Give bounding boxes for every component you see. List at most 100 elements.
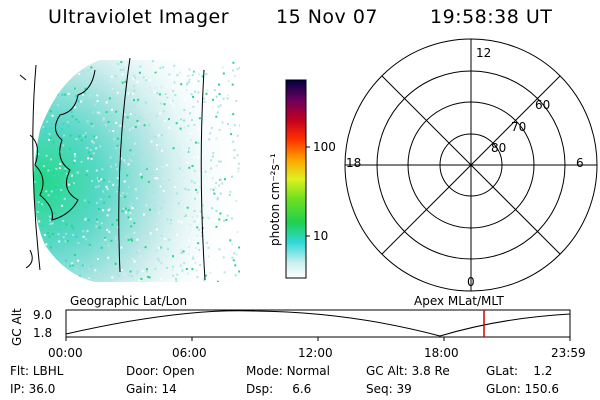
uv-pixel bbox=[46, 64, 49, 67]
uv-pixel bbox=[198, 248, 201, 251]
uv-pixel bbox=[197, 142, 200, 144]
uv-pixel bbox=[87, 157, 90, 160]
uv-pixel bbox=[127, 92, 130, 95]
uv-pixel bbox=[20, 200, 22, 202]
uv-pixel bbox=[171, 86, 174, 89]
uv-pixel bbox=[172, 265, 175, 268]
uv-pixel bbox=[63, 68, 65, 70]
uv-pixel bbox=[55, 167, 58, 170]
uv-pixel bbox=[130, 238, 133, 241]
uv-pixel bbox=[201, 204, 204, 207]
uv-pixel bbox=[39, 76, 42, 79]
uv-pixel bbox=[66, 172, 68, 175]
uv-pixel bbox=[70, 174, 73, 177]
uv-pixel bbox=[25, 95, 27, 97]
uv-pixel bbox=[43, 258, 46, 261]
uv-pixel bbox=[81, 98, 84, 101]
uv-pixel bbox=[81, 264, 84, 267]
uv-pixel bbox=[187, 188, 190, 191]
uv-pixel bbox=[24, 239, 26, 241]
uv-pixel bbox=[78, 73, 81, 75]
uv-pixel bbox=[133, 105, 136, 108]
uv-pixel bbox=[186, 83, 188, 86]
uv-pixel bbox=[113, 138, 116, 141]
uv-pixel bbox=[55, 81, 58, 84]
uv-pixel bbox=[65, 259, 68, 262]
uv-pixel bbox=[154, 177, 157, 180]
uv-pixel bbox=[190, 180, 193, 183]
uv-pixel bbox=[110, 75, 113, 78]
uv-pixel bbox=[206, 89, 209, 92]
uv-pixel bbox=[135, 190, 137, 193]
uv-pixel bbox=[165, 255, 168, 258]
uv-pixel bbox=[73, 153, 76, 156]
uv-pixel bbox=[25, 108, 27, 110]
uv-pixel bbox=[232, 259, 235, 262]
uv-pixel bbox=[170, 219, 172, 222]
uv-pixel bbox=[46, 232, 49, 234]
uv-pixel bbox=[88, 151, 91, 154]
uv-pixel bbox=[191, 73, 194, 76]
uv-pixel bbox=[88, 267, 91, 270]
uv-pixel bbox=[228, 194, 231, 196]
uv-pixel bbox=[129, 218, 132, 221]
uv-pixel bbox=[130, 159, 133, 162]
uv-pixel bbox=[121, 210, 124, 213]
uv-pixel bbox=[121, 100, 123, 103]
status-door: Door: Open bbox=[126, 364, 195, 378]
uv-pixel bbox=[100, 222, 103, 225]
status-ip: IP: 36.0 bbox=[10, 382, 56, 396]
uv-pixel bbox=[158, 259, 161, 262]
uv-pixel bbox=[139, 255, 142, 258]
uv-pixel bbox=[155, 168, 158, 170]
uv-pixel bbox=[20, 131, 22, 133]
uv-pixel bbox=[95, 186, 97, 189]
status-dsp: Dsp: 6.6 bbox=[246, 382, 312, 396]
timeline-ytick-min: 1.8 bbox=[33, 326, 53, 340]
uv-pixel bbox=[54, 63, 57, 66]
uv-pixel bbox=[132, 134, 135, 137]
uv-pixel bbox=[164, 93, 167, 95]
uv-pixel bbox=[179, 127, 182, 130]
uv-pixel bbox=[231, 69, 234, 72]
uv-pixel bbox=[96, 221, 99, 223]
uv-pixel bbox=[178, 71, 181, 74]
uv-pixel bbox=[128, 111, 130, 114]
lat-label-60: 60 bbox=[535, 98, 551, 112]
uv-pixel bbox=[220, 179, 223, 182]
uv-pixel bbox=[21, 111, 23, 113]
uv-pixel bbox=[98, 177, 101, 180]
uv-pixel bbox=[134, 76, 137, 79]
uv-pixel bbox=[54, 91, 57, 94]
uv-pixel bbox=[61, 74, 64, 77]
uv-pixel bbox=[233, 156, 236, 159]
uv-pixel bbox=[93, 135, 96, 138]
uv-pixel bbox=[217, 160, 220, 163]
uv-pixel bbox=[196, 191, 199, 194]
uv-pixel bbox=[27, 250, 29, 252]
uv-pixel bbox=[236, 231, 239, 234]
uv-pixel bbox=[98, 208, 100, 211]
uv-pixel bbox=[136, 197, 138, 200]
uv-pixel bbox=[195, 269, 198, 272]
uv-pixel bbox=[193, 169, 196, 172]
uv-pixel bbox=[78, 275, 81, 278]
uv-pixel bbox=[221, 182, 224, 185]
uv-pixel bbox=[30, 189, 32, 191]
uv-pixel bbox=[112, 130, 115, 132]
uv-pixel bbox=[108, 207, 111, 210]
uv-pixel bbox=[38, 240, 41, 243]
uv-pixel bbox=[44, 133, 47, 136]
uv-pixel bbox=[23, 244, 25, 246]
uv-pixel bbox=[64, 169, 66, 172]
uv-pixel bbox=[113, 97, 116, 100]
uv-pixel bbox=[57, 67, 60, 69]
uv-pixel bbox=[162, 177, 165, 180]
uv-pixel bbox=[151, 149, 154, 151]
uv-pixel bbox=[70, 153, 73, 156]
uv-pixel bbox=[71, 224, 73, 227]
uv-pixel bbox=[108, 180, 111, 183]
uv-pixel bbox=[43, 171, 46, 174]
uv-pixel bbox=[215, 241, 218, 244]
uv-pixel bbox=[198, 117, 201, 120]
